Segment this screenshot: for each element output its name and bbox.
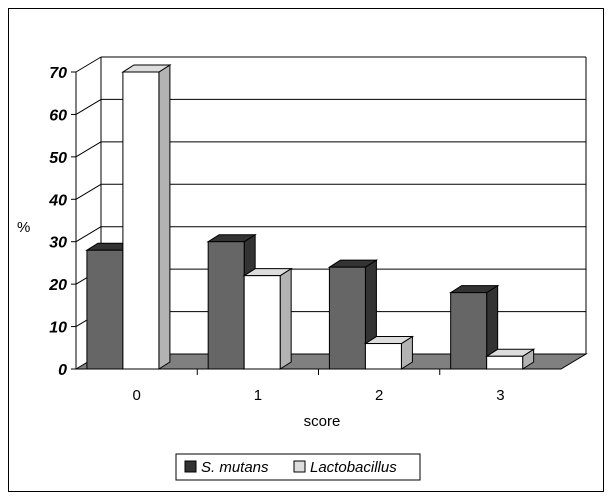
bar-front: [207, 241, 245, 370]
x-tick-label: 1: [254, 387, 262, 404]
y-tick-label: 30: [49, 235, 67, 252]
bar-lactobacillus-1: [242, 267, 293, 370]
legend-box: [175, 453, 421, 481]
x-tick-label: 2: [375, 387, 383, 404]
y-tick-label: 60: [49, 107, 67, 124]
x-tick-label: 0: [132, 387, 140, 404]
bar-side: [279, 267, 292, 370]
bar-front: [328, 266, 366, 370]
y-tick-label: 70: [49, 65, 67, 82]
chart-frame: [8, 8, 604, 492]
legend-swatch-s-mutans: [184, 460, 197, 473]
gridline-diagonal: [75, 183, 102, 200]
legend-label-lactobacillus: Lactobacillus: [310, 459, 397, 476]
bar-front: [364, 343, 402, 370]
bar-lactobacillus-2: [363, 335, 415, 370]
y-tick-label: 40: [48, 192, 67, 209]
legend-swatch-lactobacillus: [293, 460, 306, 473]
gridline-diagonal: [75, 141, 102, 158]
gridline-diagonal: [75, 56, 102, 73]
y-tick-label: 50: [49, 150, 67, 167]
bar-lactobacillus-0: [121, 64, 172, 370]
bar-front: [122, 71, 160, 370]
x-axis-title: score: [304, 413, 341, 430]
y-tick-label: 10: [49, 320, 67, 337]
bar-front: [243, 275, 281, 370]
axis-layer: 0 10 20 30 40 50 60 70 0 1 2 3: [48, 65, 561, 404]
bar-front: [450, 292, 488, 370]
gridline-diagonal: [75, 98, 102, 115]
bar-side: [158, 64, 171, 370]
legend-label-s-mutans: S. mutans: [201, 459, 269, 476]
bar-front: [86, 249, 124, 370]
bars-layer: [85, 64, 536, 370]
legend: S. mutans Lactobacillus: [175, 453, 421, 481]
bar-s-mutans-3: [448, 284, 500, 370]
bar-lactobacillus-3: [484, 348, 536, 370]
x-tick-label: 3: [496, 387, 504, 404]
grid-layer: [75, 56, 587, 354]
y-tick-label: 20: [48, 277, 67, 294]
y-tick-label: 0: [58, 362, 67, 379]
gridline-diagonal: [75, 226, 102, 243]
bar-front: [486, 355, 524, 370]
y-axis-title: %: [17, 219, 30, 236]
